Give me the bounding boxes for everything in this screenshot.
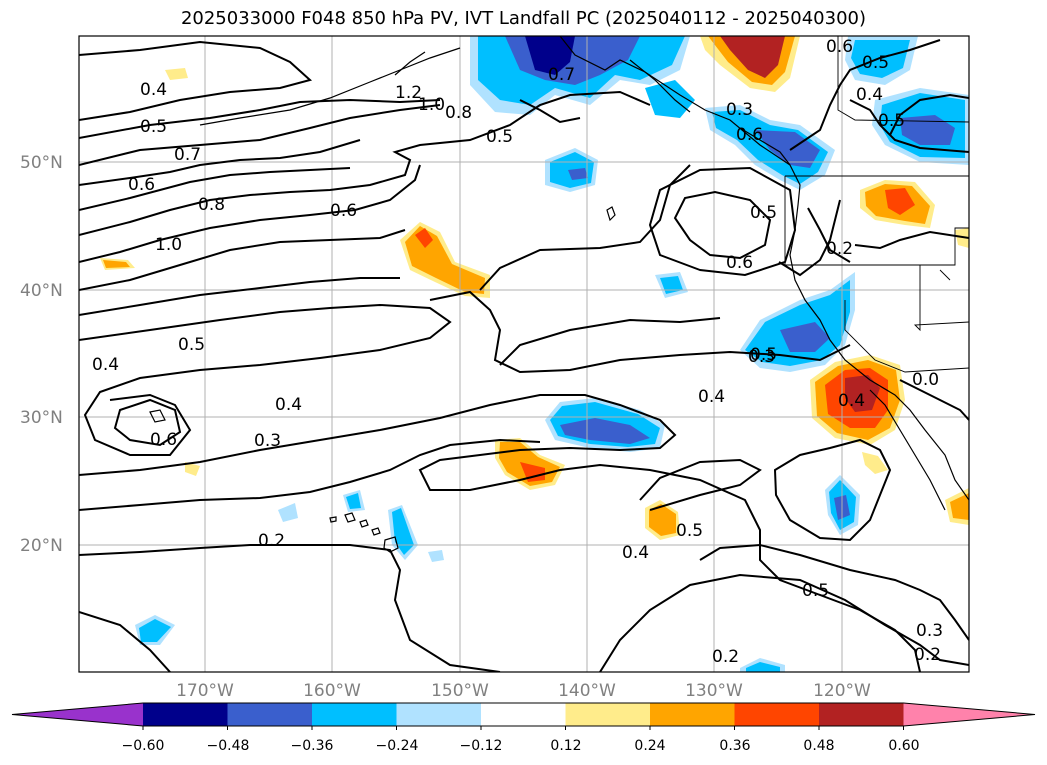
colorbar-segment	[312, 703, 397, 726]
colorbar-tick-label: −0.48	[207, 738, 250, 754]
map-frame	[78, 35, 970, 673]
contour-label: 0.3	[726, 100, 753, 120]
lat-label: 20°N	[20, 536, 63, 556]
colorbar-segment	[819, 703, 904, 726]
contour-label: 1.0	[418, 95, 445, 115]
lon-label: 150°W	[431, 681, 489, 701]
contour-label: 0.4	[698, 387, 725, 407]
contour-label: 0.4	[275, 395, 302, 415]
colorbar-tick-labels: −0.60 −0.48 −0.36 −0.24 −0.12 0.12 0.24 …	[122, 738, 920, 754]
contour-label: 0.6	[150, 430, 177, 450]
contour-label: 0.6	[736, 125, 763, 145]
longitude-axis: 170°W 160°W 150°W 140°W 130°W 120°W	[176, 681, 871, 701]
contour-label: 1.2	[395, 83, 422, 103]
contour-label: 0.5	[802, 581, 829, 601]
colorbar-segment	[734, 703, 820, 726]
contour-label: 0.5	[178, 335, 205, 355]
lon-label: 120°W	[813, 681, 871, 701]
coastlines	[149, 36, 969, 553]
pv-contours	[79, 39, 969, 672]
contour-label: 0.8	[198, 195, 225, 215]
contour-label: 0.4	[622, 543, 649, 563]
colorbar-tick-label: 0.24	[634, 738, 665, 754]
lat-label: 50°N	[20, 153, 63, 173]
colorbar-segment	[650, 703, 735, 726]
contour-label: 1.0	[155, 235, 182, 255]
lon-label: 140°W	[558, 681, 616, 701]
contour-label: 0.5	[862, 53, 889, 73]
contour-label: 0.3	[748, 347, 775, 367]
colorbar-tick-label: 0.48	[803, 738, 834, 754]
colorbar-tick-label: −0.12	[460, 738, 503, 754]
colorbar-extend-max	[903, 703, 1035, 726]
colorbar-segment	[481, 703, 566, 726]
colorbar-segment	[565, 703, 651, 726]
lat-label: 40°N	[20, 281, 63, 301]
contour-label: 0.2	[826, 239, 853, 259]
latitude-axis: 50°N 40°N 30°N 20°N	[20, 153, 63, 556]
contour-label: 0.2	[258, 531, 285, 551]
contour-label: 0.5	[750, 345, 777, 365]
map-title: 2025033000 F048 850 hPa PV, IVT Landfall…	[180, 8, 867, 29]
contour-label: 0.0	[912, 370, 939, 390]
contour-label: 0.4	[140, 80, 167, 100]
contour-label: 0.6	[128, 175, 155, 195]
contour-label: 0.5	[486, 127, 513, 147]
colorbar-segment	[143, 703, 228, 726]
contour-label: 0.7	[548, 65, 575, 85]
colorbar-extend-min	[12, 703, 143, 726]
pv-fill-layer	[100, 36, 969, 672]
contour-label: 0.8	[445, 103, 472, 123]
colorbar-tick-label: 0.12	[550, 738, 581, 754]
contour-label: 0.6	[330, 201, 357, 221]
colorbar-tick-label: −0.36	[291, 738, 334, 754]
contour-label: 0.6	[826, 37, 853, 57]
colorbar-tick-label: 0.60	[888, 738, 919, 754]
lon-label: 170°W	[176, 681, 234, 701]
contour-label: 0.3	[254, 431, 281, 451]
lon-label: 160°W	[303, 681, 361, 701]
colorbar-segment	[396, 703, 482, 726]
lon-label: 130°W	[685, 681, 743, 701]
colorbar-tick-label: −0.60	[122, 738, 165, 754]
contour-label: 0.6	[726, 253, 753, 273]
colorbar	[11, 702, 1036, 730]
contour-label: 0.7	[174, 145, 201, 165]
colorbar-tick-label: −0.24	[376, 738, 419, 754]
contour-label: 0.5	[878, 111, 905, 131]
contour-label: 0.5	[140, 117, 167, 137]
contour-label: 0.4	[92, 355, 119, 375]
contour-label: 0.5	[750, 203, 777, 223]
contour-label: 0.5	[676, 521, 703, 541]
contour-label: 0.4	[838, 391, 865, 411]
contour-label: 0.2	[712, 647, 739, 667]
colorbar-segment	[227, 703, 313, 726]
lat-label: 30°N	[20, 408, 63, 428]
contour-labels: 0.4 0.5 0.7 0.6 0.8 1.0 1.2 1.0 0.8 0.7 …	[92, 37, 943, 667]
contour-label: 0.3	[916, 621, 943, 641]
contour-label: 0.4	[856, 85, 883, 105]
colorbar-tick-label: 0.36	[719, 738, 750, 754]
contour-label: 0.2	[914, 645, 941, 665]
